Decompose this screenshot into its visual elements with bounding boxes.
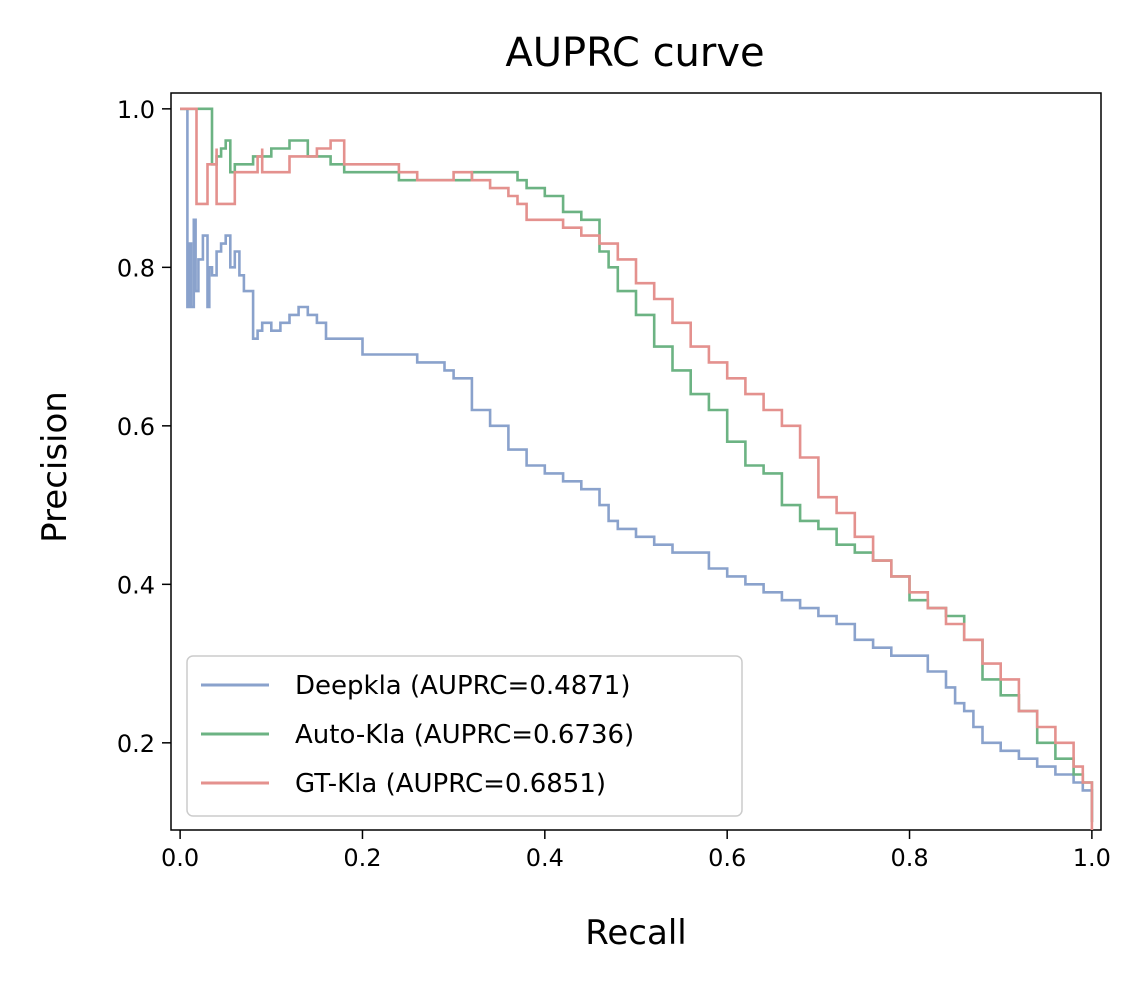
legend-label-gt-kla: GT-Kla (AUPRC=0.6851) [295,769,606,799]
series-line-0 [180,107,1094,823]
y-tick-label: 0.2 [117,730,155,758]
y-tick-label: 0.8 [117,254,155,282]
y-tick-label: 0.6 [117,413,155,441]
y-axis-ticks: 0.2 0.4 0.6 0.8 1.0 [117,96,171,758]
x-tick-label: 0.4 [526,844,564,872]
x-tick-label: 0.0 [161,844,199,872]
legend: Deepkla (AUPRC=0.4871) Auto-Kla (AUPRC=0… [186,655,743,817]
y-tick-label: 1.0 [117,96,155,124]
x-tick-label: 0.2 [343,844,381,872]
x-axis-label: Recall [585,913,686,953]
legend-label-auto-kla: Auto-Kla (AUPRC=0.6736) [295,720,634,750]
plot-area-frame [170,92,1102,831]
series-line-2 [180,107,1094,830]
legend-box [186,655,743,817]
x-tick-label: 0.6 [708,844,746,872]
chart-title: AUPRC curve [505,30,764,76]
y-axis-label: Precision [35,391,75,543]
y-tick-label: 0.4 [117,571,155,599]
legend-label-deepkla: Deepkla (AUPRC=0.4871) [295,671,630,701]
x-tick-label: 0.8 [890,844,928,872]
x-tick-label: 1.0 [1073,844,1111,872]
x-axis-ticks: 0.0 0.2 0.4 0.6 0.8 1.0 [161,830,1111,872]
series-layer [180,107,1094,830]
